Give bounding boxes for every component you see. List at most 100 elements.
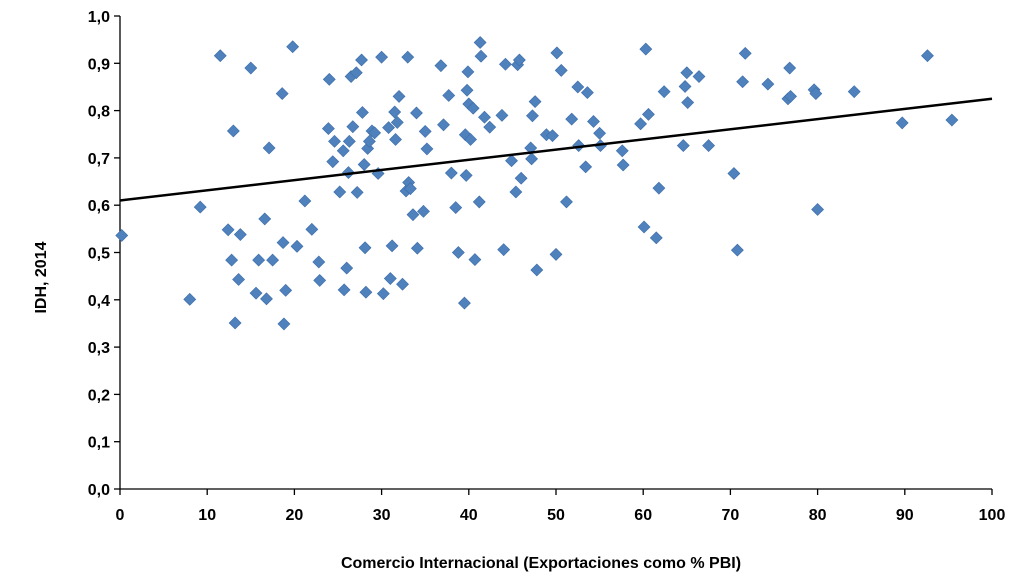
data-point [383, 272, 397, 285]
data-point [442, 89, 456, 102]
y-axis-title: IDH, 2014 [33, 241, 50, 313]
data-point [262, 141, 276, 155]
data-point [528, 95, 542, 109]
data-point [410, 106, 423, 120]
data-point [305, 222, 319, 236]
data-point [587, 115, 600, 128]
data-point [357, 158, 371, 171]
data-point [326, 155, 340, 169]
data-point [460, 83, 474, 97]
data-point [945, 113, 959, 127]
data-point [783, 61, 797, 75]
data-point [895, 116, 909, 130]
x-tick-label: 90 [896, 507, 914, 524]
data-point [512, 53, 526, 67]
data-point [639, 42, 653, 56]
data-point [921, 49, 934, 63]
data-point [478, 110, 491, 124]
data-point [420, 142, 434, 156]
y-tick-label: 0,8 [88, 104, 110, 121]
y-tick-label: 1,0 [88, 9, 110, 26]
data-point [410, 241, 424, 255]
data-point [322, 72, 336, 86]
x-tick-label: 80 [809, 507, 827, 524]
y-ticks: 0,0 0,1 0,2 0,3 0,4 0,5 0,6 0,7 0,8 0,9 1,0 [88, 9, 120, 499]
data-point [784, 89, 797, 103]
data-point [434, 59, 448, 73]
data-point [498, 57, 512, 71]
data-points [115, 36, 959, 331]
data-point [738, 46, 752, 60]
data-point [509, 185, 523, 199]
data-point [193, 200, 207, 214]
y-tick-label: 0,7 [88, 151, 110, 168]
data-point [385, 239, 399, 253]
data-point [403, 182, 417, 196]
data-point [368, 126, 382, 140]
data-point [226, 124, 240, 138]
data-point [505, 154, 518, 168]
x-tick-label: 0 [116, 507, 125, 524]
data-point [213, 49, 227, 63]
data-point [761, 77, 775, 91]
y-tick-label: 0,6 [88, 198, 110, 215]
data-point [375, 50, 389, 64]
data-point [483, 120, 497, 134]
data-point [115, 229, 129, 242]
y-tick-label: 0,0 [88, 482, 110, 499]
data-point [392, 89, 406, 103]
x-axis-title: Comercio Internacional (Exportaciones co… [341, 555, 741, 572]
data-point [546, 129, 559, 143]
data-point [260, 292, 273, 306]
data-point [681, 96, 695, 109]
data-point [346, 120, 360, 134]
data-point [406, 208, 420, 222]
data-point [451, 246, 465, 259]
data-point [390, 116, 404, 129]
data-point [727, 167, 741, 180]
x-tick-label: 30 [373, 507, 391, 524]
data-point [702, 139, 716, 153]
data-point [355, 106, 369, 119]
data-point [355, 53, 368, 67]
data-point [676, 139, 690, 153]
y-tick-label: 0,4 [88, 293, 110, 310]
data-point [550, 46, 564, 60]
y-tick-label: 0,9 [88, 56, 110, 73]
data-point [571, 80, 585, 94]
x-tick-label: 40 [460, 507, 478, 524]
data-point [472, 195, 486, 209]
data-point [340, 261, 354, 275]
data-point [809, 87, 823, 100]
data-point [514, 171, 528, 185]
data-point [652, 181, 666, 195]
x-tick-label: 20 [286, 507, 304, 524]
data-point [362, 134, 376, 148]
x-tick-label: 60 [634, 507, 652, 524]
data-point [232, 273, 246, 286]
data-point [279, 283, 293, 297]
data-point [417, 204, 430, 218]
x-ticks: 0 10 20 30 40 50 60 70 80 90 100 [116, 489, 1005, 524]
y-tick-label: 0,5 [88, 246, 110, 263]
data-point [266, 253, 280, 267]
data-point [642, 107, 655, 121]
data-point [466, 101, 480, 115]
y-tick-label: 0,3 [88, 340, 110, 357]
data-point [847, 85, 861, 99]
data-point [468, 253, 482, 267]
data-point [459, 168, 473, 182]
data-point [560, 195, 573, 209]
data-point [730, 243, 744, 257]
data-point [389, 133, 402, 146]
data-point [221, 223, 235, 237]
data-point [464, 133, 477, 146]
data-point [580, 86, 594, 100]
data-point [449, 201, 463, 214]
data-point [736, 75, 750, 89]
data-point [458, 296, 471, 310]
data-point [593, 126, 607, 140]
data-point [228, 316, 242, 330]
data-point [497, 243, 511, 257]
